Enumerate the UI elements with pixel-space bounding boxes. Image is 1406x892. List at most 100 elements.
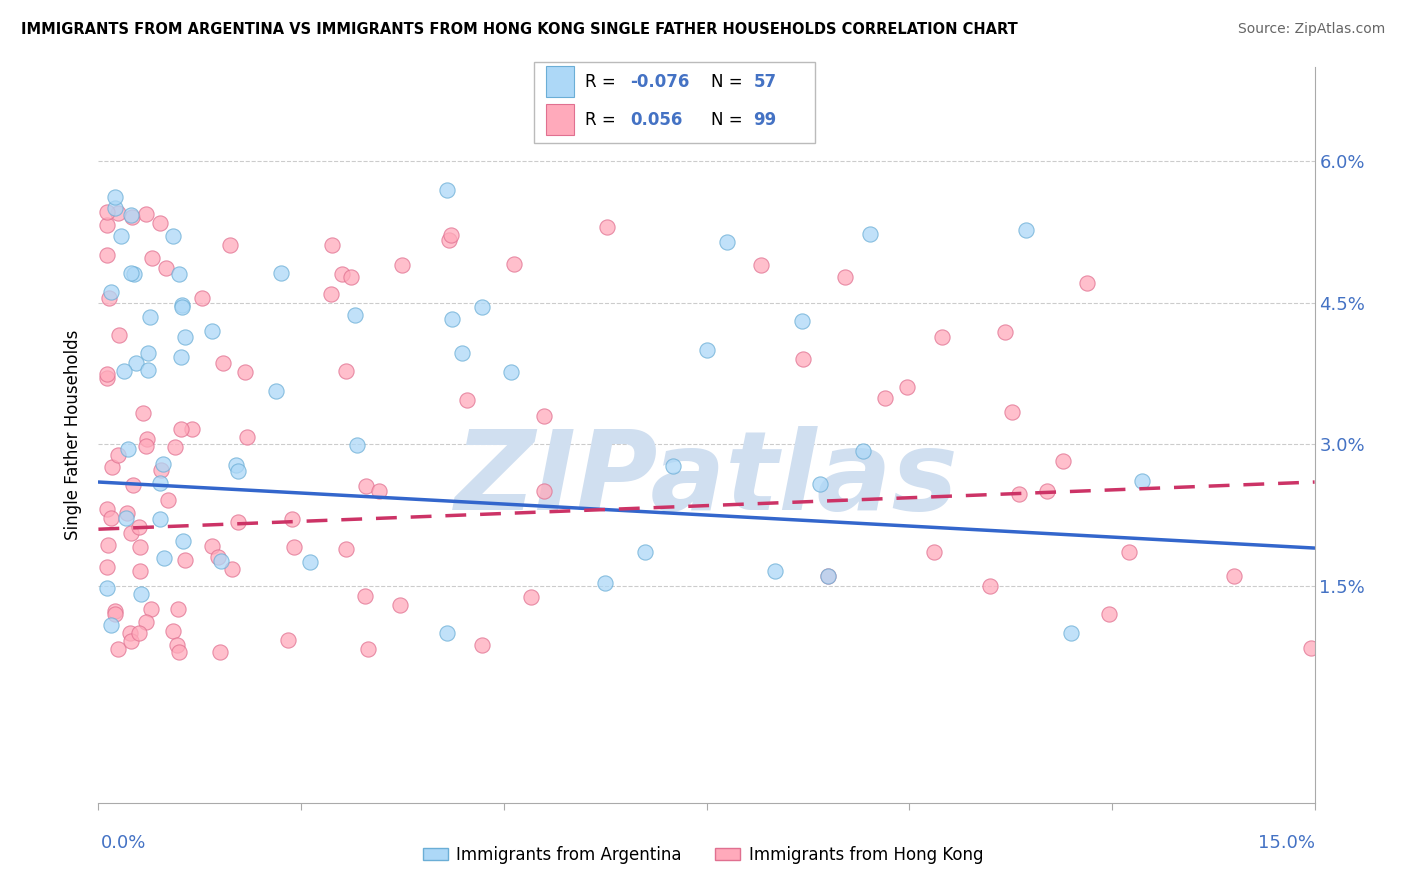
Point bbox=[107, 448, 129, 462]
Point bbox=[120, 208, 142, 222]
Point bbox=[135, 615, 157, 629]
Point bbox=[226, 464, 249, 478]
Point bbox=[104, 202, 127, 216]
Point bbox=[264, 384, 287, 398]
Point bbox=[503, 257, 526, 271]
Text: 15.0%: 15.0% bbox=[1257, 834, 1315, 852]
Point bbox=[792, 351, 814, 366]
Point bbox=[994, 325, 1017, 339]
Point bbox=[1130, 474, 1153, 488]
Point bbox=[235, 365, 257, 379]
Point bbox=[169, 422, 191, 436]
Point bbox=[100, 618, 122, 632]
Point bbox=[157, 493, 180, 508]
Point bbox=[1008, 487, 1031, 501]
Point bbox=[1118, 545, 1140, 559]
Point bbox=[167, 602, 190, 616]
Point bbox=[389, 598, 412, 612]
Text: 99: 99 bbox=[754, 112, 778, 129]
Point bbox=[1015, 223, 1038, 237]
Text: 0.0%: 0.0% bbox=[101, 834, 146, 852]
Point bbox=[169, 268, 191, 282]
Bar bbox=[546, 67, 574, 97]
Point bbox=[335, 363, 357, 377]
Point bbox=[152, 458, 174, 472]
Point bbox=[634, 545, 657, 559]
Point bbox=[120, 625, 142, 640]
Point bbox=[191, 291, 214, 305]
Point bbox=[716, 235, 738, 249]
Point bbox=[1076, 276, 1098, 290]
Point bbox=[270, 266, 292, 280]
Point bbox=[104, 604, 127, 618]
FancyBboxPatch shape bbox=[534, 62, 815, 143]
Point bbox=[924, 545, 946, 559]
Point bbox=[817, 569, 839, 583]
Point bbox=[96, 560, 118, 574]
Point bbox=[763, 564, 786, 578]
Point bbox=[1001, 405, 1024, 419]
Point bbox=[129, 564, 152, 578]
Point bbox=[129, 587, 152, 601]
Point bbox=[1098, 607, 1121, 622]
Point bbox=[201, 324, 224, 338]
Point bbox=[136, 345, 159, 359]
Point bbox=[149, 475, 172, 490]
Point bbox=[170, 300, 193, 314]
Point bbox=[236, 430, 259, 444]
Point bbox=[696, 343, 718, 357]
Point bbox=[201, 539, 224, 553]
Point bbox=[128, 520, 150, 534]
Point bbox=[174, 330, 197, 344]
Point bbox=[749, 258, 772, 272]
Y-axis label: Single Father Households: Single Father Households bbox=[65, 330, 83, 540]
Point bbox=[357, 642, 380, 657]
Point bbox=[180, 422, 202, 436]
Point bbox=[225, 458, 247, 472]
Text: IMMIGRANTS FROM ARGENTINA VS IMMIGRANTS FROM HONG KONG SINGLE FATHER HOUSEHOLDS : IMMIGRANTS FROM ARGENTINA VS IMMIGRANTS … bbox=[21, 22, 1018, 37]
Point bbox=[121, 210, 143, 224]
Point bbox=[834, 269, 856, 284]
Point bbox=[343, 308, 366, 322]
Point bbox=[170, 298, 193, 312]
Point bbox=[209, 554, 232, 568]
Text: N =: N = bbox=[711, 112, 748, 129]
Point bbox=[211, 356, 233, 370]
Point bbox=[96, 502, 118, 516]
Point bbox=[979, 579, 1001, 593]
Point bbox=[96, 248, 118, 262]
Point bbox=[226, 515, 249, 529]
Point bbox=[875, 391, 897, 405]
Point bbox=[100, 285, 122, 299]
Point bbox=[107, 206, 129, 220]
Point bbox=[96, 204, 118, 219]
Point bbox=[440, 227, 463, 242]
Point bbox=[335, 541, 357, 556]
Point bbox=[1222, 569, 1244, 583]
Point bbox=[97, 291, 120, 305]
Point bbox=[662, 458, 685, 473]
Text: N =: N = bbox=[711, 73, 748, 91]
Point bbox=[790, 314, 813, 328]
Point bbox=[155, 261, 177, 276]
Point bbox=[96, 581, 118, 595]
Point bbox=[97, 538, 120, 552]
Point bbox=[120, 526, 142, 541]
Point bbox=[139, 310, 162, 325]
Point bbox=[437, 233, 460, 247]
Point bbox=[896, 380, 918, 394]
Point bbox=[100, 511, 122, 525]
Point bbox=[128, 626, 150, 640]
Point bbox=[321, 286, 343, 301]
Point bbox=[221, 562, 243, 576]
Point bbox=[170, 350, 193, 364]
Point bbox=[132, 406, 155, 420]
Point bbox=[166, 638, 188, 652]
Text: Source: ZipAtlas.com: Source: ZipAtlas.com bbox=[1237, 22, 1385, 37]
Point bbox=[112, 364, 135, 378]
Point bbox=[298, 555, 321, 569]
Legend: Immigrants from Argentina, Immigrants from Hong Kong: Immigrants from Argentina, Immigrants fr… bbox=[416, 839, 990, 871]
Point bbox=[346, 438, 368, 452]
Point bbox=[173, 552, 195, 566]
Point bbox=[456, 392, 478, 407]
